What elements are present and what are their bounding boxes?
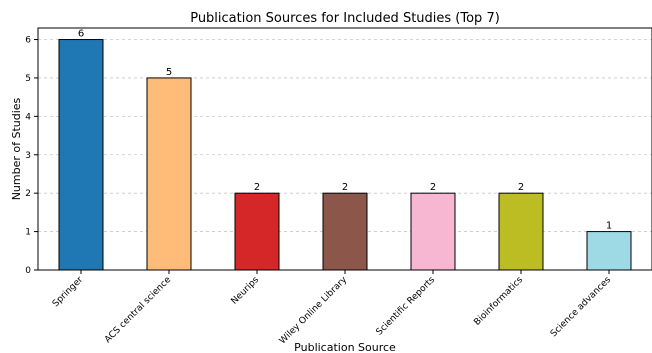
bar-value-label: 6: [78, 29, 84, 40]
x-tick-label: Neurips: [230, 275, 262, 307]
y-tick-label: 3: [25, 151, 31, 161]
bars: [58, 39, 632, 271]
x-axis-label: Publication Source: [294, 341, 396, 353]
x-tick-label: Wiley Online Library: [278, 275, 350, 347]
y-tick-label: 2: [25, 189, 31, 199]
bar-acs-central-science: [146, 77, 192, 271]
bar-value-label: 2: [342, 182, 348, 193]
x-tick-label: Bioinformatics: [472, 275, 525, 328]
y-tick-label: 0: [25, 266, 31, 276]
data-labels: 6 5 2 2 2 2 1: [78, 29, 612, 232]
y-tick-label: 5: [25, 74, 31, 84]
bar-value-label: 2: [254, 182, 260, 193]
x-tick-label: Scientific Reports: [375, 275, 438, 338]
y-tick-label: 4: [25, 112, 31, 122]
y-axis-label: Number of Studies: [10, 97, 23, 200]
x-tick-label: Springer: [51, 275, 85, 309]
x-tick-label: ACS central science: [103, 275, 173, 345]
bar-value-label: 2: [518, 182, 524, 193]
y-tick-label: 6: [25, 36, 31, 46]
bar-wiley-online-library: [322, 192, 368, 271]
x-axis: Springer ACS central science Neurips Wiley …: [51, 270, 613, 346]
bar-science-advances: [586, 231, 632, 271]
bar-value-label: 5: [166, 67, 172, 78]
bar-bioinformatics: [498, 192, 544, 271]
bar-value-label: 2: [430, 182, 436, 193]
x-tick-label: Science advances: [549, 275, 613, 339]
plot-area-frame: [37, 27, 652, 271]
bar-neurips: [234, 192, 280, 271]
y-axis: 0 1 2 3 4 5 6: [25, 36, 38, 276]
bar-springer: [58, 39, 104, 271]
y-tick-label: 1: [25, 228, 31, 238]
chart-title: Publication Sources for Included Studies…: [190, 11, 500, 26]
bar-value-label: 1: [606, 221, 612, 232]
bar-scientific-reports: [410, 192, 456, 271]
